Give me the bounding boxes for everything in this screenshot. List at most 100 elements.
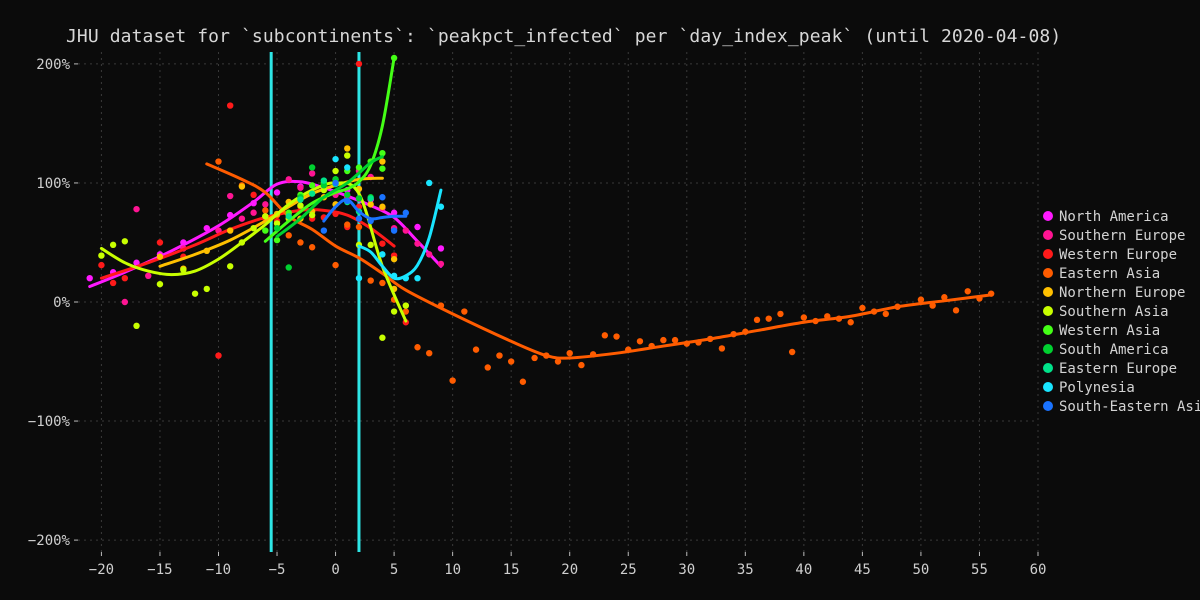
legend-marker-north-america (1043, 211, 1053, 221)
data-point-northern-europe (379, 203, 386, 210)
data-point-eastern-asia (379, 279, 386, 287)
data-point-eastern-asia (566, 349, 573, 357)
data-point-eastern-europe (367, 195, 374, 202)
y-tick-label: 200% (36, 57, 70, 73)
data-point-southern-asia (332, 167, 339, 175)
data-point-polynesia (402, 274, 410, 282)
data-point-eastern-asia (507, 358, 515, 365)
legend-label-southern-europe: Southern Europe (1059, 228, 1185, 244)
data-point-north-america (250, 199, 257, 207)
data-point-western-europe (332, 210, 339, 218)
data-point-western-asia (379, 165, 386, 172)
data-point-western-europe (355, 60, 363, 68)
data-point-eastern-asia (344, 221, 351, 228)
data-point-southern-europe (133, 205, 140, 213)
x-tick-label: 30 (678, 562, 695, 578)
data-point-south-eastern-asia (332, 179, 339, 187)
grid-lines (78, 52, 1039, 552)
data-point-northern-europe (367, 201, 374, 208)
trend-line-eastern-asia (205, 162, 993, 360)
data-point-south-eastern-asia (379, 194, 386, 201)
data-point-south-america (285, 264, 292, 271)
x-tick-label: −20 (89, 562, 114, 578)
data-point-western-europe (121, 274, 129, 282)
legend-marker-south-america (1043, 344, 1053, 354)
legend-label-north-america: North America (1059, 209, 1169, 225)
data-point-southern-europe (426, 251, 433, 258)
data-point-eastern-europe (308, 190, 316, 197)
x-tick-label: 45 (854, 562, 871, 578)
data-point-western-europe (379, 240, 386, 247)
data-point-southern-asia (109, 241, 117, 249)
legend-marker-southern-europe (1043, 230, 1053, 240)
data-point-eastern-asia (718, 345, 726, 352)
legend-label-south-eastern-asia: South-Eastern Asia (1059, 399, 1200, 415)
trend-line-south-america (275, 155, 384, 239)
data-point-eastern-asia (706, 335, 714, 343)
legend-label-western-europe: Western Europe (1059, 247, 1177, 263)
data-point-south-eastern-asia (367, 217, 374, 225)
data-point-eastern-asia (683, 340, 690, 347)
data-point-eastern-asia (308, 244, 316, 251)
data-point-eastern-asia (625, 346, 632, 353)
data-point-western-asia (355, 164, 363, 171)
data-point-south-america (308, 164, 316, 171)
data-point-eastern-asia (554, 358, 562, 365)
data-point-polynesia (414, 274, 421, 282)
data-point-northern-europe (226, 227, 234, 234)
x-tick-label: 35 (737, 562, 754, 578)
data-point-southern-asia (297, 202, 304, 209)
data-point-southern-asia (180, 266, 187, 274)
data-point-southern-europe (402, 227, 410, 234)
data-point-southern-europe (121, 298, 129, 306)
data-point-polynesia (390, 272, 398, 280)
data-point-southern-asia (98, 252, 105, 259)
data-point-eastern-europe (297, 196, 304, 203)
data-point-eastern-asia (589, 351, 597, 358)
data-point-eastern-asia (660, 336, 667, 344)
vertical-markers (269, 52, 361, 552)
legend-label-polynesia: Polynesia (1059, 380, 1135, 396)
data-point-eastern-asia (987, 290, 995, 297)
data-point-north-america (390, 209, 398, 216)
legend-marker-polynesia (1043, 382, 1053, 392)
data-point-eastern-asia (496, 352, 503, 359)
legend: North America Southern Europe Western Euro… (1043, 209, 1200, 415)
data-point-southern-europe (145, 272, 152, 280)
data-point-eastern-asia (765, 315, 772, 322)
x-tick-label: 10 (444, 562, 461, 578)
data-point-southern-europe (285, 176, 292, 183)
data-point-southern-asia (262, 213, 269, 220)
data-point-eastern-asia (484, 364, 491, 371)
data-point-south-eastern-asia (355, 215, 363, 222)
data-point-eastern-asia (262, 207, 269, 214)
data-point-south-eastern-asia (320, 227, 328, 234)
data-point-southern-asia (191, 290, 199, 297)
data-point-eastern-asia (952, 307, 960, 314)
data-point-southern-asia (402, 302, 410, 309)
data-point-eastern-asia (812, 317, 819, 325)
legend-label-eastern-asia: Eastern Asia (1059, 266, 1160, 282)
legend-label-eastern-europe: Eastern Europe (1059, 361, 1177, 377)
data-point-southern-asia (344, 152, 351, 159)
legend-marker-eastern-asia (1043, 268, 1053, 278)
x-tick-label: 25 (620, 562, 637, 578)
x-tick-label: 0 (331, 562, 339, 578)
series-group (86, 54, 995, 385)
y-tick-label: 0% (53, 295, 70, 311)
data-point-southern-asia (367, 241, 374, 249)
data-point-eastern-europe (285, 213, 292, 220)
series-polynesia (332, 155, 445, 282)
data-point-southern-asia (226, 263, 234, 270)
data-point-eastern-asia (976, 295, 983, 302)
data-point-southern-europe (250, 209, 257, 216)
data-point-eastern-asia (426, 349, 433, 357)
data-point-eastern-asia (964, 288, 971, 295)
data-point-eastern-asia (402, 308, 410, 315)
data-point-southern-asia (133, 322, 140, 330)
x-tick-label: −10 (206, 562, 231, 578)
data-point-western-europe (226, 102, 234, 109)
data-point-south-america (320, 182, 328, 189)
data-point-eastern-asia (472, 346, 480, 353)
